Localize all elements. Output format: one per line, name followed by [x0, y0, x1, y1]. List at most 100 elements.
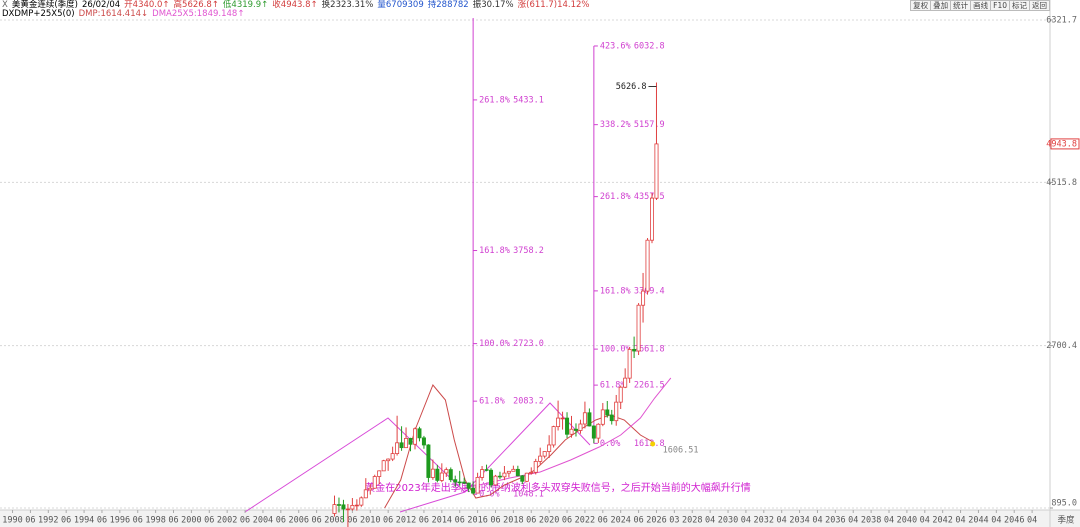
symbol: X	[2, 0, 8, 10]
fib-price: 2661.8	[634, 345, 665, 355]
x-tick-label: 1998	[145, 516, 165, 526]
candle-body	[609, 414, 614, 422]
quote-item: 换2323.31%	[321, 0, 374, 10]
x-tick-label: 2038	[861, 516, 881, 526]
quote-item: 开4340.0↑	[124, 0, 170, 10]
x-tick-label: 2026	[646, 516, 666, 526]
candle-body	[627, 348, 632, 379]
quote-item: 收4943.8↑	[272, 0, 318, 10]
toolbar-button[interactable]: 叠加	[930, 0, 952, 11]
toolbar-button[interactable]: 标记	[1009, 0, 1030, 11]
x-tick-label: 2018	[503, 516, 523, 526]
x-tick-label: 06	[240, 516, 250, 526]
x-tick-label: 2006	[288, 516, 308, 526]
x-tick-label: 06	[311, 516, 321, 526]
candle-body	[641, 290, 646, 306]
candle-body	[650, 197, 655, 241]
x-tick-label: 2024	[610, 516, 630, 526]
candle-body	[596, 423, 601, 439]
x-tick-label: 06	[168, 516, 178, 526]
candle-body	[618, 386, 623, 403]
x-tick-label: 04	[848, 516, 858, 526]
candle-body	[497, 475, 502, 478]
toolbar-button[interactable]: F10	[990, 0, 1010, 11]
x-tick-label: 1992	[38, 516, 58, 526]
x-tick-label: 2020	[539, 516, 559, 526]
candle-body	[462, 481, 467, 484]
toolbar: 复权 叠加 统计 画线 F10 标记 返回	[910, 0, 1050, 11]
fib-ratio: 161.8%	[479, 246, 510, 256]
candle-body	[395, 442, 400, 454]
grid	[0, 19, 1050, 509]
candle-body	[404, 437, 409, 449]
x-axis-band	[0, 510, 1080, 527]
x-tick-label: 2008	[324, 516, 344, 526]
x-tick-label: 06	[133, 516, 143, 526]
candle-body	[350, 504, 355, 510]
candle-body	[533, 461, 538, 473]
candle-body	[417, 428, 422, 439]
fib-ratio: 261.8%	[600, 192, 631, 202]
toolbar-button[interactable]: 返回	[1029, 0, 1050, 11]
legend-entry: DMA25X5:1849.148↑	[152, 9, 245, 19]
fib-price: 3758.2	[513, 246, 544, 256]
x-tick-label: 2030	[718, 516, 738, 526]
candle-body	[332, 504, 337, 514]
x-tick-label: 2032	[754, 516, 774, 526]
candle-body	[377, 470, 382, 477]
x-tick-label: 06	[419, 516, 429, 526]
candle-body	[354, 504, 359, 507]
indicator: DXDMP+25X5(0)	[2, 9, 75, 19]
x-unit: 季度	[1057, 515, 1075, 526]
toolbar-button[interactable]: 复权	[910, 0, 932, 11]
quote-item: 持288782	[427, 0, 469, 10]
x-tick-label: 06	[383, 516, 393, 526]
x-tick-label: 04	[705, 516, 715, 526]
quote-item: 高5626.8↑	[173, 0, 219, 10]
x-tick-label: 04	[920, 516, 930, 526]
trend-lines	[244, 402, 591, 513]
candle-body	[368, 487, 373, 491]
fib-price: 2723.0	[513, 339, 544, 349]
candle-body	[448, 469, 453, 481]
candle-body	[444, 469, 449, 474]
quote-item: 低4319.9↑	[222, 0, 269, 10]
x-tick-label: 1990	[2, 516, 22, 526]
candle-body	[573, 428, 578, 431]
candle-body	[408, 437, 413, 445]
toolbar-button[interactable]: 统计	[950, 0, 972, 11]
x-tick-label: 06	[598, 516, 608, 526]
candle-body	[632, 348, 637, 352]
candle-body	[471, 487, 476, 494]
candle-body	[551, 426, 556, 446]
fib-ratio: 100.0%	[479, 339, 510, 349]
x-tick-label: 03	[669, 516, 679, 526]
fib-ratio: 338.2%	[600, 120, 631, 130]
candle-body	[578, 423, 583, 431]
fib-ratio: 0.0%	[600, 439, 620, 449]
candle-body	[363, 489, 368, 499]
trend-line	[399, 402, 591, 513]
x-tick-label: 2044	[968, 516, 988, 526]
x-tick-label: 2036	[825, 516, 845, 526]
fib-price: 2083.2	[513, 397, 544, 407]
fib-price: 4357.5	[634, 192, 665, 202]
candle-body	[547, 444, 552, 452]
quote-item: 涨(611.7)14.12%	[517, 0, 590, 10]
quote-item: 振30.17%	[472, 0, 514, 10]
candle-body	[484, 469, 489, 471]
toolbar-button[interactable]: 画线	[970, 0, 992, 11]
x-tick-label: 2022	[575, 516, 595, 526]
candle-body	[341, 504, 346, 510]
legend-entry: DMP:1614.414↓	[78, 9, 149, 19]
candle-body	[529, 471, 534, 474]
candle-body	[502, 472, 507, 478]
x-tick-label: 2042	[932, 516, 952, 526]
fib-price: 5157.9	[634, 120, 665, 130]
candle-body	[560, 417, 565, 420]
high-label: 5626.8	[616, 82, 647, 92]
fib-price: 1048.1	[513, 490, 544, 500]
x-tick-label: 06	[61, 516, 71, 526]
price-marker-label: 1606.51	[663, 446, 699, 456]
